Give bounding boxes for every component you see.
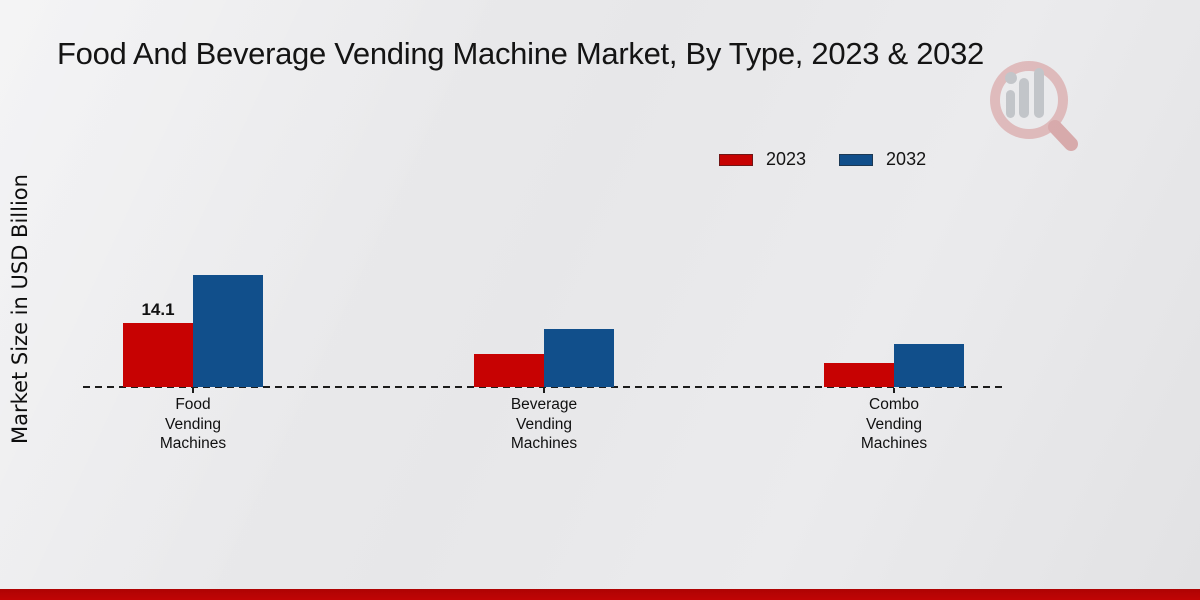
legend-label-2023: 2023 bbox=[766, 149, 807, 169]
x-axis-tick bbox=[192, 388, 194, 393]
legend-item-2023: 2023 bbox=[719, 149, 806, 170]
bar-2032-beverage bbox=[544, 329, 614, 387]
brand-watermark-logo bbox=[990, 61, 1078, 151]
y-axis-label: Market Size in USD Billion bbox=[8, 174, 32, 444]
x-axis-category-label: Food Vending Machines bbox=[159, 396, 227, 452]
legend-swatch-2023 bbox=[719, 153, 753, 166]
bar-chart-glyph bbox=[1005, 68, 1044, 118]
x-axis-tick bbox=[893, 388, 895, 393]
x-axis-category-label: Combo Vending Machines bbox=[860, 396, 928, 452]
x-axis-tick bbox=[543, 388, 545, 393]
x-axis-category-label: Beverage Vending Machines bbox=[510, 396, 578, 452]
footer-accent-bar bbox=[0, 589, 1200, 600]
x-axis-baseline bbox=[83, 386, 1007, 388]
legend-label-2032: 2032 bbox=[886, 149, 927, 169]
bar-value-label: 14.1 bbox=[141, 300, 175, 319]
legend-swatch-2032 bbox=[839, 153, 874, 166]
bar-2023-food bbox=[123, 323, 193, 387]
legend-item-2032: 2032 bbox=[839, 149, 926, 170]
magnifier-icon bbox=[990, 61, 1078, 151]
bar-2032-combo bbox=[894, 344, 964, 387]
legend: 2023 2032 bbox=[719, 149, 926, 170]
chart-title: Food And Beverage Vending Machine Market… bbox=[57, 36, 984, 71]
bar-2023-beverage bbox=[474, 354, 544, 387]
bar-2032-food bbox=[193, 275, 263, 387]
bar-2023-combo bbox=[824, 363, 894, 387]
